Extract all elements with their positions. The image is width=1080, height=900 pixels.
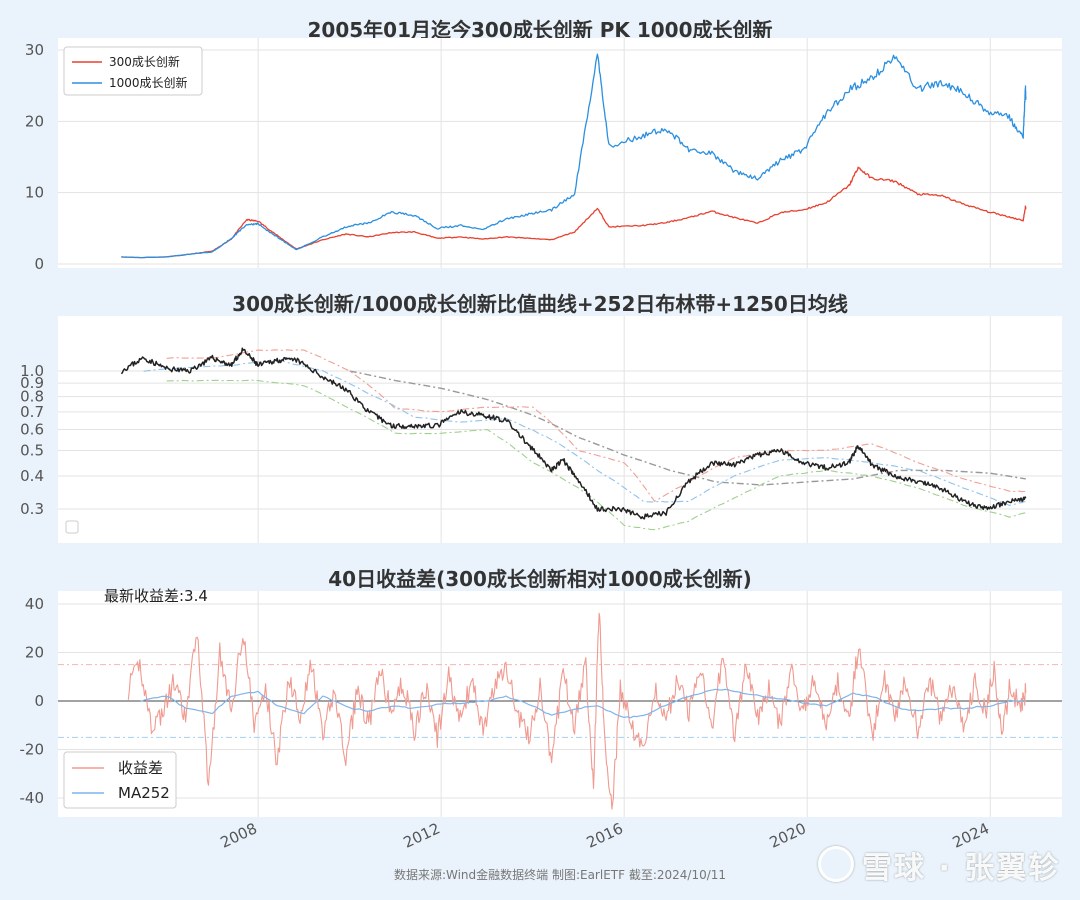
chart2-plot: 1.00.90.80.70.6 0.5 0.4 0.3 xyxy=(20,316,1062,543)
y-tick-label-1: 30 xyxy=(25,41,44,59)
y-tick-label-2: 0.8 xyxy=(20,388,44,406)
y-tick-label-3: -20 xyxy=(20,741,45,759)
y-tick-label-1: 0 xyxy=(34,255,44,273)
y-tick-label-2: 0.9 xyxy=(20,374,44,392)
chart1-plot: 0 10 20 30 300成长创新 1000成长创新 xyxy=(25,38,1062,273)
gridlines xyxy=(58,38,1062,268)
data-source-note: 数据来源:Wind金融数据终端 制图:EarlETF 截至:2024/10/11 xyxy=(393,868,727,882)
y-tick-label-1: 10 xyxy=(25,184,44,202)
watermark: 雪球 · 张翼轸 xyxy=(862,851,1061,886)
gridlines xyxy=(58,316,1062,543)
latest-diff-annotation: 最新收益差:3.4 xyxy=(104,587,208,605)
return-diff-line xyxy=(127,612,1027,810)
plot-area xyxy=(58,591,1062,817)
plot-area xyxy=(58,38,1062,268)
legend-label: MA252 xyxy=(118,784,170,802)
ma252-line xyxy=(139,688,1026,719)
empty-legend-box xyxy=(65,520,79,534)
x-tick-label-2008: 2008 xyxy=(218,819,260,851)
y-tick-label-3: 0 xyxy=(34,692,44,710)
legend-box xyxy=(63,751,177,809)
ratio-series-0 xyxy=(120,347,1027,520)
legend-label: 收益差 xyxy=(118,759,163,777)
y-tick-label-3: 20 xyxy=(25,644,44,662)
chart3-title: 40日收益差(300成长创新相对1000成长创新) xyxy=(328,567,752,591)
legend-label: 1000成长创新 xyxy=(109,75,188,90)
series-line-300 xyxy=(121,166,1027,259)
y-tick-label-3: 40 xyxy=(25,595,44,613)
x-tick-label-2012: 2012 xyxy=(401,819,443,851)
y-tick-label-2: 0.4 xyxy=(20,467,44,485)
ratio-series-1 xyxy=(143,359,1026,506)
chart1-legend: 300成长创新 1000成长创新 xyxy=(63,46,203,96)
y-tick-label-2: 0.6 xyxy=(20,421,44,439)
ratio-series-2 xyxy=(166,349,1026,502)
legend-label: 300成长创新 xyxy=(109,54,180,69)
snowball-logo-icon xyxy=(818,846,854,882)
series-line-1000 xyxy=(121,53,1027,259)
y-tick-label-1: 20 xyxy=(25,112,44,130)
y-tick-label-2: 0.5 xyxy=(20,441,44,459)
y-tick-label-2: 0.3 xyxy=(20,500,44,518)
chart2-title: 300成长创新/1000成长创新比值曲线+252日布林带+1250日均线 xyxy=(232,292,848,316)
x-tick-label-2020: 2020 xyxy=(767,819,809,851)
y-tick-label-2: 0.7 xyxy=(20,403,44,421)
x-tick-label-2016: 2016 xyxy=(584,819,626,851)
y-tick-label-2: 1.0 xyxy=(20,362,44,380)
y-tick-label-3: -40 xyxy=(20,789,45,807)
chart3-legend: 收益差 MA252 xyxy=(63,751,177,809)
ratio-series-3 xyxy=(166,379,1026,531)
ratio-series-4 xyxy=(349,370,1026,486)
